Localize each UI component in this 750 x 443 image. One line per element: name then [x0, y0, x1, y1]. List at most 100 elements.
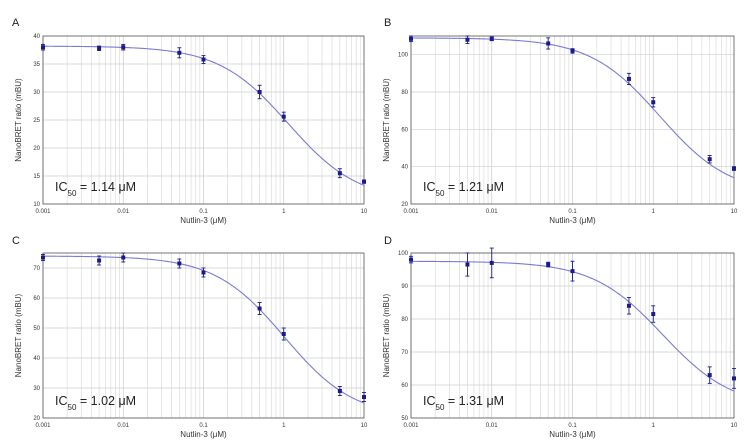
x-tick-label: 0.1	[568, 423, 577, 429]
y-tick-label: 100	[398, 53, 409, 59]
chart-panel-a: A 0.001 0.01 0.1 1 10 10 15 20 25 30 35 40 Nutlin-3 (…	[12, 17, 368, 225]
x-tick-label: 1	[652, 209, 656, 215]
data-point	[732, 376, 736, 381]
y-tick-label: 60	[401, 383, 408, 389]
data-point	[362, 395, 366, 399]
data-point	[626, 76, 631, 81]
data-point	[257, 90, 262, 94]
data-point	[97, 258, 102, 263]
y-tick-label: 30	[33, 90, 40, 96]
panel-label: C	[12, 235, 20, 247]
data-point	[651, 312, 656, 317]
data-point	[707, 373, 712, 378]
data-point	[257, 306, 262, 311]
x-axis-label: Nutlin-3 (μM)	[180, 216, 227, 225]
y-tick-label: 25	[33, 118, 40, 124]
ic50-annotation: IC50 = 1.02 μM	[55, 394, 136, 412]
x-tick-label: 0.001	[403, 423, 419, 429]
y-axis-label: NanoBRET ratio (mBU)	[382, 293, 391, 377]
data-point	[201, 270, 206, 275]
y-tick-label: 90	[401, 284, 408, 290]
data-point	[41, 45, 45, 50]
panel-label: D	[384, 235, 392, 247]
x-tick-label: 0.001	[35, 423, 51, 429]
y-tick-label: 80	[401, 317, 408, 323]
data-point	[651, 100, 656, 105]
x-axis-label: Nutlin-3 (μM)	[549, 216, 596, 225]
plot-frame	[410, 35, 735, 205]
x-tick-label: 1	[652, 423, 656, 429]
y-tick-label: 40	[33, 356, 40, 362]
x-tick-label: 0.1	[199, 209, 208, 215]
chart-panel-b: B 0.001 0.01 0.1 1 10 20 40 60 80 100 Nutlin-3 (μM)…	[382, 17, 738, 225]
plot-frame	[410, 252, 735, 419]
data-point	[97, 46, 102, 51]
x-tick-label: 0.01	[486, 209, 498, 215]
x-tick-label: 10	[731, 209, 738, 215]
x-tick-label: 10	[361, 423, 368, 429]
chart-panel-c: C 0.001 0.01 0.1 1 10 20 30 40 50 60 70 Nutlin-3 (μM…	[12, 235, 368, 439]
x-tick-label: 0.01	[117, 209, 129, 215]
x-tick-label: 0.01	[117, 423, 129, 429]
data-point	[362, 179, 366, 184]
x-axis-label: Nutlin-3 (μM)	[549, 430, 596, 439]
data-point	[489, 260, 494, 265]
x-tick-label: 10	[731, 423, 738, 429]
y-tick-label: 30	[33, 386, 40, 392]
y-tick-label: 60	[401, 127, 408, 133]
data-point	[121, 45, 126, 50]
plot-frame	[42, 252, 365, 419]
ic50-annotation: IC50 = 1.21 μM	[423, 180, 504, 198]
data-point	[546, 41, 551, 46]
y-tick-label: 70	[33, 266, 40, 272]
data-point	[465, 37, 470, 42]
data-point	[465, 262, 470, 267]
y-axis-label: NanoBRET ratio (mBU)	[14, 293, 23, 377]
data-point	[732, 166, 736, 171]
y-tick-label: 15	[33, 174, 40, 180]
y-axis-label: NanoBRET ratio (mBU)	[14, 78, 23, 162]
y-tick-label: 20	[401, 202, 408, 208]
data-point	[201, 57, 206, 62]
x-tick-label: 0.1	[568, 209, 577, 215]
data-point	[281, 114, 286, 119]
data-point	[570, 269, 575, 274]
data-point	[409, 36, 413, 41]
y-tick-label: 50	[33, 326, 40, 332]
data-point	[281, 332, 286, 336]
y-tick-label: 100	[398, 251, 409, 257]
x-tick-label: 0.1	[199, 423, 208, 429]
data-point	[707, 157, 712, 162]
plot-frame	[42, 35, 365, 205]
data-point	[546, 262, 551, 267]
y-tick-label: 40	[33, 34, 40, 40]
data-point	[337, 389, 342, 393]
y-tick-label: 40	[401, 165, 408, 171]
data-point	[41, 255, 45, 260]
y-tick-label: 35	[33, 62, 40, 68]
ic50-annotation: IC50 = 1.31 μM	[423, 394, 504, 412]
y-tick-label: 20	[33, 416, 40, 422]
data-point	[121, 255, 126, 260]
y-tick-label: 60	[33, 296, 40, 302]
x-axis-label: Nutlin-3 (μM)	[180, 430, 227, 439]
y-tick-label: 50	[401, 416, 408, 422]
y-axis-label: NanoBRET ratio (mBU)	[382, 78, 391, 162]
data-point	[626, 303, 631, 308]
x-tick-label: 10	[361, 209, 368, 215]
x-tick-label: 1	[282, 209, 286, 215]
y-tick-label: 80	[401, 90, 408, 96]
data-point	[489, 36, 494, 41]
ic50-annotation: IC50 = 1.14 μM	[55, 180, 136, 198]
panel-label: A	[12, 17, 20, 29]
x-tick-label: 1	[282, 423, 286, 429]
chart-panel-d: D 0.001 0.01 0.1 1 10 50 60 70 80 90 100 Nutlin-3 (μ…	[382, 235, 738, 439]
data-point	[177, 50, 182, 55]
x-tick-label: 0.001	[35, 209, 51, 215]
data-point	[177, 261, 182, 266]
data-point	[337, 171, 342, 176]
panel-label: B	[384, 17, 391, 29]
data-point	[409, 257, 413, 262]
y-tick-label: 10	[33, 202, 40, 208]
